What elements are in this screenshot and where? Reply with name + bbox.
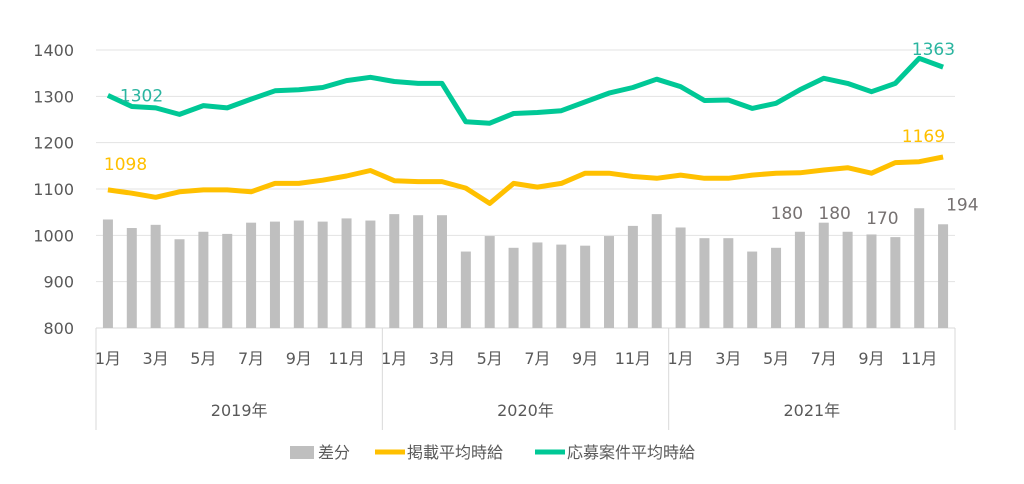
bar-diff: [604, 236, 615, 328]
bar-diff: [842, 231, 853, 328]
bar-data-label: 194: [946, 195, 978, 215]
green-data-label: 1363: [912, 40, 955, 60]
x-year-label: 2019年: [211, 401, 268, 420]
line-applied-avg-wage: [106, 55, 944, 126]
bar-diff: [938, 224, 949, 328]
bar-diff: [246, 222, 257, 328]
y-tick-label: 1400: [33, 41, 74, 60]
x-tick-label-month: 9月: [858, 349, 884, 368]
x-tick-label-month: 11月: [328, 349, 364, 368]
bar-data-label: 180: [771, 204, 803, 224]
bar-diff: [890, 237, 901, 328]
x-tick-label-month: 3月: [715, 349, 741, 368]
x-tick-label-month: 1月: [95, 349, 121, 368]
y-tick-label: 1100: [33, 180, 74, 199]
bar-diff: [699, 238, 710, 328]
bar-diff: [365, 220, 376, 328]
x-tick-label-month: 7月: [524, 349, 550, 368]
bar-diff: [580, 245, 591, 328]
x-tick-label-month: 7月: [811, 349, 837, 368]
y-tick-label: 900: [43, 273, 74, 292]
line-posted-avg-wage: [107, 154, 944, 206]
legend-label-applied: 応募案件平均時給: [567, 443, 695, 462]
bar-diff: [508, 247, 519, 328]
y-tick-label: 1300: [33, 87, 74, 106]
bar-diff: [150, 224, 161, 328]
x-year-label: 2021年: [783, 401, 840, 420]
bar-diff: [269, 221, 280, 328]
bar-diff: [436, 215, 447, 328]
bar-diff: [818, 222, 829, 328]
bar-diff: [723, 238, 734, 328]
bar-diff: [771, 247, 782, 328]
legend-label-diff: 差分: [318, 443, 350, 462]
green-data-label: 1302: [120, 86, 163, 106]
x-tick-label-month: 7月: [238, 349, 264, 368]
orange-data-label: 1169: [902, 127, 945, 147]
x-tick-label-month: 9月: [572, 349, 598, 368]
x-tick-label-month: 3月: [429, 349, 455, 368]
bar-diff: [198, 231, 209, 328]
y-tick-label: 1000: [33, 226, 74, 245]
orange-data-label: 1098: [104, 155, 147, 175]
bar-diff: [317, 221, 328, 328]
bar-diff: [747, 251, 758, 328]
bar-diff: [866, 234, 877, 328]
bar-diff: [174, 239, 185, 328]
bar-diff: [651, 214, 662, 328]
x-tick-label-month: 5月: [763, 349, 789, 368]
bar-diff: [484, 236, 495, 328]
bar-diff: [794, 231, 805, 328]
bar-diff: [102, 219, 113, 328]
x-tick-label-month: 5月: [477, 349, 503, 368]
bar-diff: [675, 227, 686, 328]
bar-diff: [460, 251, 471, 328]
y-tick-label: 1200: [33, 134, 74, 153]
bar-data-label: 170: [866, 209, 898, 229]
bar-diff: [914, 208, 925, 328]
legend-swatch-diff: [290, 446, 314, 459]
legend-label-posted: 掲載平均時給: [407, 443, 503, 462]
x-tick-label-month: 1月: [381, 349, 407, 368]
bar-diff: [222, 233, 233, 328]
bar-diff: [293, 220, 304, 328]
bar-diff: [389, 214, 400, 328]
bar-data-label: 180: [818, 204, 850, 224]
x-tick-label-month: 11月: [901, 349, 937, 368]
bar-diff: [341, 218, 352, 328]
x-tick-label-month: 5月: [190, 349, 216, 368]
y-tick-label: 800: [43, 319, 74, 338]
bar-diff: [413, 215, 424, 328]
x-tick-label-month: 9月: [286, 349, 312, 368]
bar-diff: [627, 225, 638, 328]
bar-diff: [532, 242, 543, 328]
x-tick-label-month: 3月: [143, 349, 169, 368]
bar-diff: [556, 244, 567, 328]
x-year-label: 2020年: [497, 401, 554, 420]
x-tick-label-month: 11月: [615, 349, 651, 368]
bar-diff: [126, 228, 137, 328]
x-tick-label-month: 1月: [668, 349, 694, 368]
